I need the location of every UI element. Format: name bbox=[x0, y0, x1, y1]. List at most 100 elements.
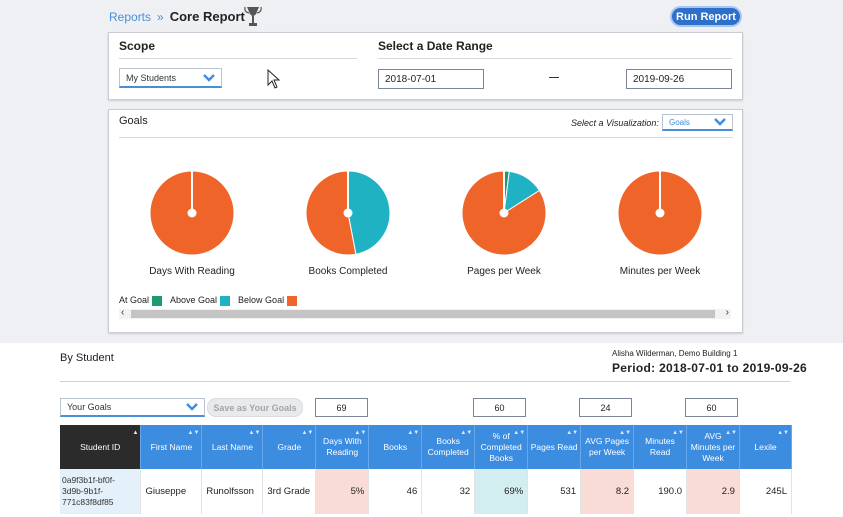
page-title: Core Report bbox=[169, 9, 245, 24]
chevron-down-icon bbox=[203, 73, 215, 82]
mouse-cursor-icon bbox=[267, 69, 281, 89]
cell-days-with-reading: 5% bbox=[315, 469, 370, 514]
column-header-minutes-read[interactable]: Minutes Read ▲▼ bbox=[633, 425, 687, 469]
pie-label: Pages per Week bbox=[467, 266, 541, 277]
legend-above-goal: Above Goal bbox=[170, 295, 231, 306]
visualization-select-value: Goals bbox=[669, 117, 690, 127]
cell-pages-read: 531 bbox=[527, 469, 582, 514]
sort-icon: ▲▼ bbox=[725, 430, 737, 436]
sort-icon: ▲▼ bbox=[460, 430, 473, 436]
cell-student-id: 0a9f3b1f-bf0f-3d9b-9b1f-771c83f8df85 bbox=[60, 469, 142, 514]
sort-icon: ▲▼ bbox=[777, 430, 789, 436]
scope-label: Scope bbox=[119, 39, 156, 53]
legend-at-goal: At Goal bbox=[119, 295, 163, 306]
date-range-label: Select a Date Range bbox=[378, 39, 493, 53]
scrollbar-thumb[interactable] bbox=[131, 310, 715, 318]
breadcrumb-separator: » bbox=[157, 9, 164, 24]
cell-first-name: Giuseppe bbox=[140, 469, 203, 514]
pie-center-dot bbox=[343, 208, 353, 218]
cell-books: 46 bbox=[368, 469, 423, 514]
scope-select[interactable]: My Students bbox=[119, 68, 222, 88]
column-header-lexile[interactable]: Lexile ▲▼ bbox=[739, 425, 793, 469]
user-building-line: Alisha Wilderman, Demo Building 1 bbox=[612, 349, 738, 358]
sort-icon: ▲▼ bbox=[407, 430, 420, 436]
cell-books-completed: 32 bbox=[421, 469, 476, 514]
sort-icon: ▲▼ bbox=[619, 430, 632, 436]
table-row[interactable]: 0a9f3b1f-bf0f-3d9b-9b1f-771c83f8df85 Giu… bbox=[60, 469, 793, 514]
cell-minutes-read: 190.0 bbox=[633, 469, 687, 514]
end-date-input[interactable]: 2019-09-26 bbox=[626, 69, 732, 89]
sort-icon: ▲▼ bbox=[187, 430, 200, 436]
trophy-icon bbox=[244, 6, 262, 26]
goals-legend: At Goal Above Goal Below Goal bbox=[119, 295, 298, 306]
breadcrumb: Reports » Core Report bbox=[109, 9, 245, 24]
pie-days-with-reading bbox=[149, 170, 235, 256]
divider bbox=[378, 58, 732, 59]
goals-source-select[interactable]: Your Goals bbox=[60, 398, 205, 417]
legend-swatch bbox=[152, 295, 163, 306]
divider bbox=[60, 381, 790, 382]
visualization-label: Select a Visualization: bbox=[571, 118, 659, 128]
column-header-pages-read[interactable]: Pages Read ▲▼ bbox=[527, 425, 582, 469]
pie-slice-below-goal[interactable] bbox=[305, 170, 357, 256]
save-as-goals-button[interactable]: Save as Your Goals bbox=[207, 398, 303, 417]
sort-icon: ▲▼ bbox=[301, 430, 314, 436]
horizontal-scrollbar[interactable]: ‹ › bbox=[119, 307, 731, 319]
column-header-avg-minutes[interactable]: AVG Minutes per Week ▲▼ bbox=[686, 425, 740, 469]
chevron-down-icon bbox=[714, 118, 726, 126]
goal-days-input[interactable]: 69 bbox=[315, 398, 368, 417]
sort-icon: ▲▼ bbox=[672, 430, 684, 436]
goal-pct-completed-input[interactable]: 60 bbox=[473, 398, 526, 417]
scope-date-panel: Scope Select a Date Range My Students 20… bbox=[108, 32, 743, 100]
cell-grade: 3rd Grade bbox=[262, 469, 317, 514]
scroll-right-icon[interactable]: › bbox=[725, 307, 729, 318]
legend-swatch bbox=[287, 295, 298, 306]
date-range-dash bbox=[549, 77, 559, 78]
sort-icon: ▲▼ bbox=[566, 430, 579, 436]
pie-slice-above-goal[interactable] bbox=[347, 170, 391, 255]
column-header-books[interactable]: Books ▲▼ bbox=[368, 425, 423, 469]
column-header-days-with-reading[interactable]: Days With Reading ▲▼ bbox=[315, 425, 370, 469]
column-header-student-id[interactable]: Student ID ▲ bbox=[60, 425, 142, 469]
pie-minutes-per-week bbox=[617, 170, 703, 256]
pie-center-dot bbox=[499, 208, 509, 218]
pie-label: Books Completed bbox=[308, 266, 388, 277]
run-report-button[interactable]: Run Report bbox=[670, 6, 742, 27]
pie-label: Days With Reading bbox=[149, 266, 235, 277]
goals-title: Goals bbox=[119, 115, 148, 127]
cell-avg-minutes: 2.9 bbox=[686, 469, 740, 514]
pie-center-dot bbox=[187, 208, 197, 218]
column-header-pct-completed[interactable]: % of Completed Books ▲▼ bbox=[474, 425, 529, 469]
visualization-select[interactable]: Goals bbox=[662, 114, 733, 131]
pie-pages-per-week bbox=[461, 170, 547, 256]
column-header-grade[interactable]: Grade ▲▼ bbox=[262, 425, 317, 469]
chevron-down-icon bbox=[186, 403, 198, 411]
column-header-last-name[interactable]: Last Name ▲▼ bbox=[201, 425, 264, 469]
cell-pct-completed: 69% bbox=[474, 469, 529, 514]
student-table: Student ID ▲ First Name ▲▼ Last Name ▲▼ Gra… bbox=[60, 425, 793, 514]
goals-panel: Goals Select a Visualization: Goals Days… bbox=[108, 109, 743, 333]
scope-select-value: My Students bbox=[126, 72, 177, 83]
column-header-books-completed[interactable]: Books Completed ▲▼ bbox=[421, 425, 476, 469]
legend-swatch bbox=[220, 295, 231, 306]
goal-avg-minutes-input[interactable]: 60 bbox=[685, 398, 738, 417]
start-date-input[interactable]: 2018-07-01 bbox=[378, 69, 484, 89]
legend-below-goal: Below Goal bbox=[238, 295, 298, 306]
pie-center-dot bbox=[655, 208, 665, 218]
divider bbox=[119, 58, 357, 59]
reports-link[interactable]: Reports bbox=[109, 9, 152, 24]
goal-avg-pages-input[interactable]: 24 bbox=[579, 398, 632, 417]
sort-icon: ▲▼ bbox=[354, 430, 367, 436]
pie-books-completed bbox=[305, 170, 391, 256]
sort-icon: ▲▼ bbox=[513, 430, 526, 436]
by-student-title: By Student bbox=[60, 352, 114, 364]
cell-last-name: Runolfsson bbox=[201, 469, 264, 514]
cell-avg-pages: 8.2 bbox=[580, 469, 635, 514]
pie-label: Minutes per Week bbox=[619, 266, 701, 277]
divider bbox=[119, 137, 733, 138]
scroll-left-icon[interactable]: ‹ bbox=[121, 307, 125, 318]
column-header-avg-pages[interactable]: AVG Pages per Week ▲▼ bbox=[580, 425, 635, 469]
column-header-first-name[interactable]: First Name ▲▼ bbox=[140, 425, 203, 469]
sort-icon: ▲▼ bbox=[248, 430, 261, 436]
cell-lexile: 245L bbox=[739, 469, 793, 514]
